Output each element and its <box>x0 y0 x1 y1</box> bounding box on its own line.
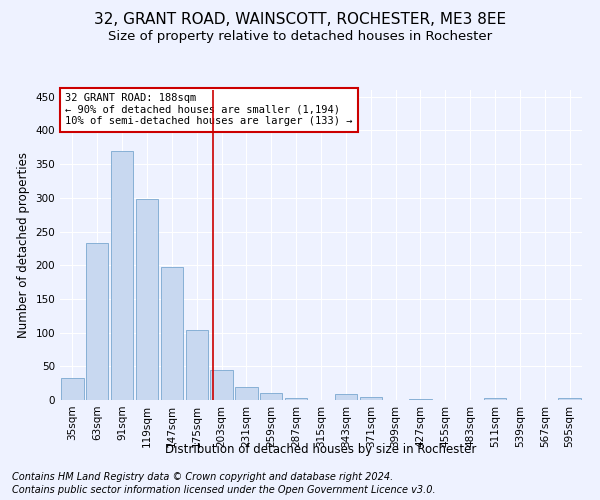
Text: 32, GRANT ROAD, WAINSCOTT, ROCHESTER, ME3 8EE: 32, GRANT ROAD, WAINSCOTT, ROCHESTER, ME… <box>94 12 506 28</box>
Bar <box>484 398 506 400</box>
Bar <box>136 199 158 400</box>
Text: Distribution of detached houses by size in Rochester: Distribution of detached houses by size … <box>166 442 476 456</box>
Bar <box>359 396 382 400</box>
Bar <box>260 392 283 400</box>
Bar <box>559 398 581 400</box>
Bar <box>61 378 83 400</box>
Text: Size of property relative to detached houses in Rochester: Size of property relative to detached ho… <box>108 30 492 43</box>
Bar <box>161 266 183 400</box>
Bar <box>235 386 257 400</box>
Bar <box>285 398 307 400</box>
Bar <box>111 150 133 400</box>
Bar <box>185 330 208 400</box>
Text: Contains public sector information licensed under the Open Government Licence v3: Contains public sector information licen… <box>12 485 436 495</box>
Bar <box>335 394 357 400</box>
Y-axis label: Number of detached properties: Number of detached properties <box>17 152 30 338</box>
Bar <box>86 243 109 400</box>
Text: 32 GRANT ROAD: 188sqm
← 90% of detached houses are smaller (1,194)
10% of semi-d: 32 GRANT ROAD: 188sqm ← 90% of detached … <box>65 93 353 126</box>
Text: Contains HM Land Registry data © Crown copyright and database right 2024.: Contains HM Land Registry data © Crown c… <box>12 472 393 482</box>
Bar <box>211 370 233 400</box>
